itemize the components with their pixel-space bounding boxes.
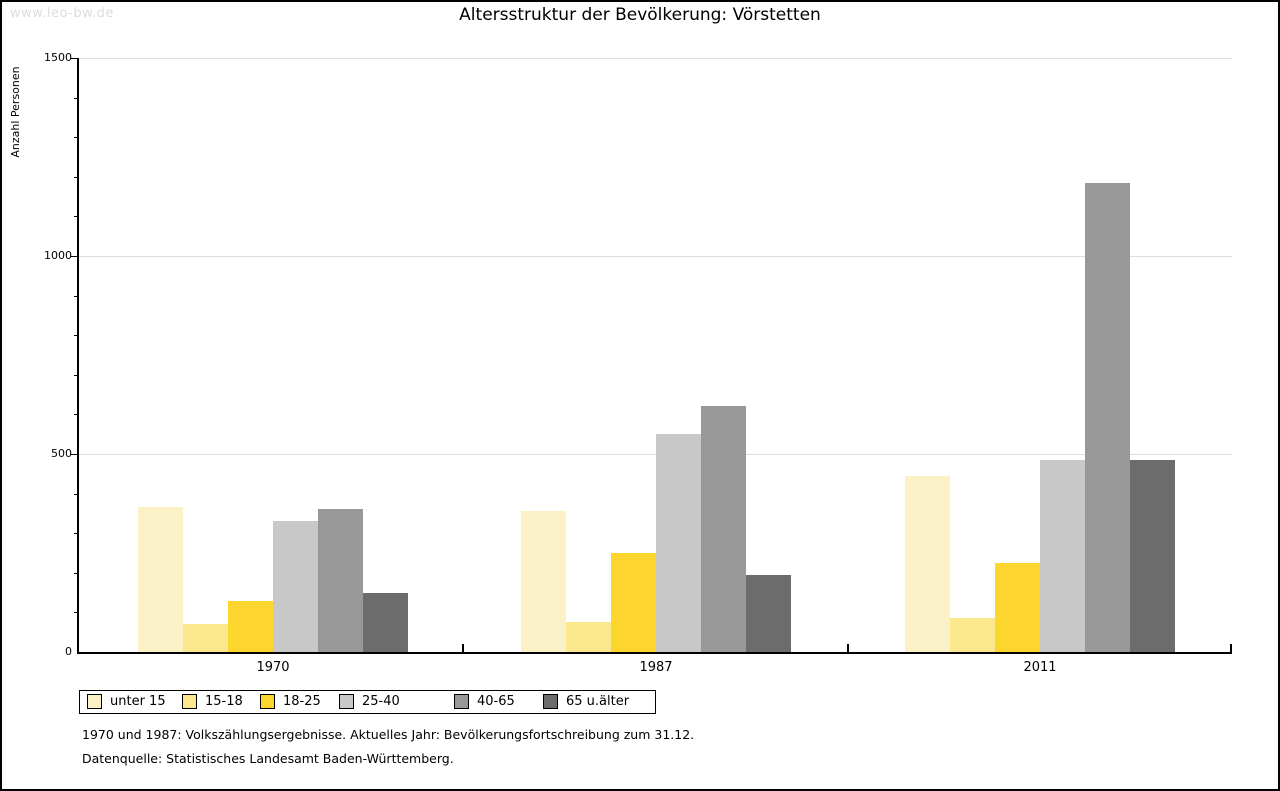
legend-label-65-u-lter: 65 u.älter: [566, 694, 630, 709]
gridline-1000: [79, 256, 1232, 257]
legend-label-25-40: 25-40: [362, 694, 400, 709]
x-axis-label-1970: 1970: [256, 660, 290, 675]
bar-18-25-1970: [228, 600, 273, 652]
y-tick-label-500: 500: [51, 447, 72, 460]
y-axis-title: Anzahl Personen: [9, 66, 22, 158]
y-major-tick-1500: [71, 58, 78, 59]
legend-swatch-15-18: [182, 694, 197, 709]
y-tick-label-1000: 1000: [44, 249, 72, 262]
x-tick-1970: [462, 644, 464, 652]
legend-swatch-65-u-lter: [543, 694, 558, 709]
legend-label-40-65: 40-65: [477, 694, 515, 709]
bar-15-18-1970: [183, 624, 228, 652]
x-axis-line: [77, 652, 1232, 654]
bar-40-65-1970: [318, 509, 363, 652]
y-minor-tick-200: [74, 572, 78, 574]
y-axis-line: [77, 58, 79, 654]
bar-15-18-2011: [950, 618, 995, 652]
legend-label-unter-15: unter 15: [110, 694, 166, 709]
y-minor-tick-600: [74, 414, 78, 416]
bar-25-40-1987: [656, 434, 701, 652]
legend: unter 15 15-18 18-25 25-40 40-65 65 u.älter: [79, 690, 656, 714]
legend-label-18-25: 18-25: [283, 694, 321, 709]
bar-unter-15-1987: [521, 511, 566, 652]
bar-65-u-lter-1987: [746, 574, 791, 652]
bar-unter-15-2011: [905, 475, 950, 652]
legend-swatch-18-25: [260, 694, 275, 709]
y-minor-tick-900: [74, 295, 78, 297]
y-tick-label-1500: 1500: [44, 51, 72, 64]
y-minor-tick-1400: [74, 97, 78, 99]
y-tick-label-0: 0: [65, 645, 72, 658]
legend-swatch-40-65: [454, 694, 469, 709]
chart-title: Altersstruktur der Bevölkerung: Vörstett…: [459, 5, 821, 25]
gridline-1500: [79, 58, 1232, 59]
footnote-source-years: 1970 und 1987: Volkszählungsergebnisse. …: [82, 727, 695, 742]
y-minor-tick-1200: [74, 176, 78, 178]
x-tick-1987: [847, 644, 849, 652]
bar-40-65-1987: [701, 406, 746, 652]
legend-swatch-unter-15: [87, 694, 102, 709]
bar-25-40-2011: [1040, 459, 1085, 652]
y-major-tick-500: [71, 454, 78, 455]
x-tick-2011: [1230, 644, 1232, 652]
x-axis-label-2011: 2011: [1023, 660, 1057, 675]
y-minor-tick-700: [74, 374, 78, 376]
bar-15-18-1987: [566, 622, 611, 652]
y-minor-tick-800: [74, 335, 78, 337]
watermark-text: www.leo-bw.de: [10, 6, 114, 21]
bar-unter-15-1970: [138, 507, 183, 652]
footnote-data-source: Datenquelle: Statistisches Landesamt Bad…: [82, 751, 454, 766]
bar-65-u-lter-2011: [1130, 459, 1175, 652]
y-minor-tick-300: [74, 533, 78, 535]
y-minor-tick-400: [74, 493, 78, 495]
y-minor-tick-1100: [74, 216, 78, 218]
bar-25-40-1970: [273, 521, 318, 652]
bar-18-25-1987: [611, 553, 656, 652]
y-minor-tick-100: [74, 612, 78, 614]
y-minor-tick-1300: [74, 137, 78, 139]
bar-40-65-2011: [1085, 182, 1130, 652]
legend-label-15-18: 15-18: [205, 694, 243, 709]
y-major-tick-1000: [71, 256, 78, 257]
legend-swatch-25-40: [339, 694, 354, 709]
bar-65-u-lter-1970: [363, 592, 408, 652]
bar-18-25-2011: [995, 562, 1040, 652]
gridline-500: [79, 454, 1232, 455]
x-axis-label-1987: 1987: [639, 660, 673, 675]
